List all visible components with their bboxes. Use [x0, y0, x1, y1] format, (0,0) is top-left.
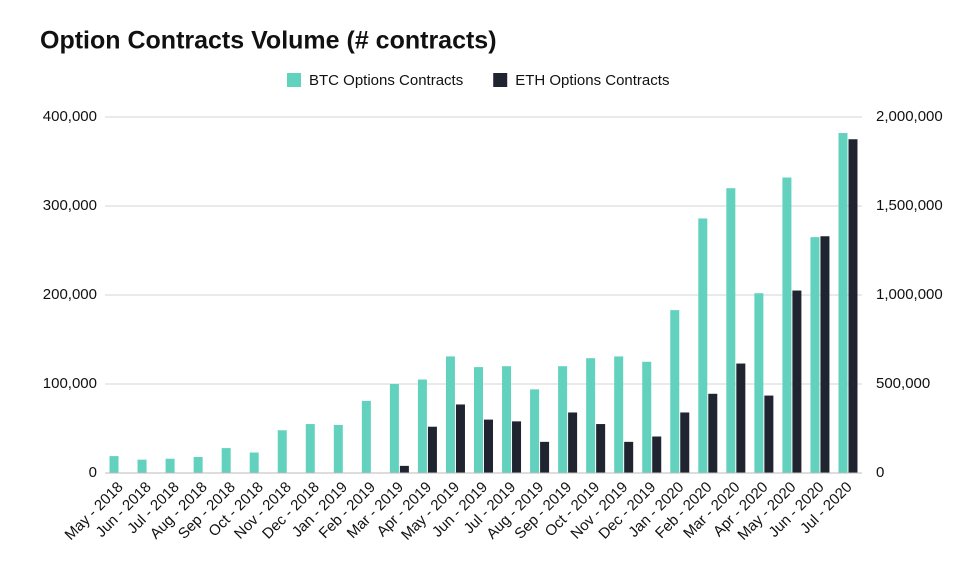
- bar: [502, 366, 512, 473]
- bar: [838, 133, 848, 473]
- bar: [848, 139, 858, 473]
- y2-tick-label: 1,500,000: [876, 197, 943, 214]
- legend-label: BTC Options Contracts: [309, 72, 463, 89]
- bar: [109, 456, 119, 473]
- bar: [221, 448, 231, 473]
- bar: [530, 389, 540, 473]
- y2-tick-label: 2,000,000: [876, 108, 943, 125]
- bar: [558, 366, 568, 473]
- bar: [305, 424, 315, 473]
- bar: [596, 424, 606, 473]
- bar: [193, 456, 203, 473]
- bar: [540, 441, 550, 473]
- bar: [754, 293, 764, 473]
- bar: [445, 356, 455, 473]
- bar: [670, 310, 680, 473]
- bar: [810, 237, 820, 473]
- y2-tick-label: 1,000,000: [876, 286, 943, 303]
- bar: [427, 426, 437, 473]
- bar: [568, 412, 578, 473]
- bar: [624, 441, 634, 473]
- bar: [512, 421, 522, 473]
- legend-label: ETH Options Contracts: [515, 72, 669, 89]
- chart-title: Option Contracts Volume (# contracts): [40, 27, 497, 55]
- legend-swatch: [493, 73, 508, 87]
- bar: [277, 430, 287, 473]
- bar: [399, 465, 409, 473]
- bar: [474, 367, 483, 473]
- bar: [484, 419, 493, 473]
- bar: [642, 361, 652, 473]
- y2-tick-label: 500,000: [876, 375, 930, 392]
- legend-swatch: [287, 73, 301, 87]
- bar: [736, 363, 746, 473]
- y-tick-label: 200,000: [43, 286, 97, 303]
- bar: [708, 393, 718, 473]
- bar: [680, 412, 690, 473]
- bar: [137, 459, 147, 473]
- y-tick-label: 300,000: [43, 197, 97, 214]
- y-tick-label: 100,000: [43, 375, 97, 392]
- y-tick-label: 0: [89, 464, 97, 481]
- y-tick-label: 400,000: [43, 108, 97, 125]
- bar: [726, 188, 736, 473]
- bar: [455, 404, 465, 473]
- bar: [389, 384, 399, 473]
- bar: [361, 400, 371, 473]
- bar: [586, 358, 596, 473]
- bar: [792, 290, 802, 473]
- bar: [764, 395, 774, 473]
- bar: [165, 458, 175, 473]
- bar: [820, 236, 830, 473]
- bar: [249, 452, 259, 473]
- bar: [333, 424, 343, 473]
- bar: [698, 218, 708, 473]
- bar: [782, 177, 792, 473]
- bar: [417, 379, 427, 473]
- bar: [652, 436, 662, 473]
- y2-tick-label: 0: [876, 464, 884, 481]
- bar: [614, 356, 624, 473]
